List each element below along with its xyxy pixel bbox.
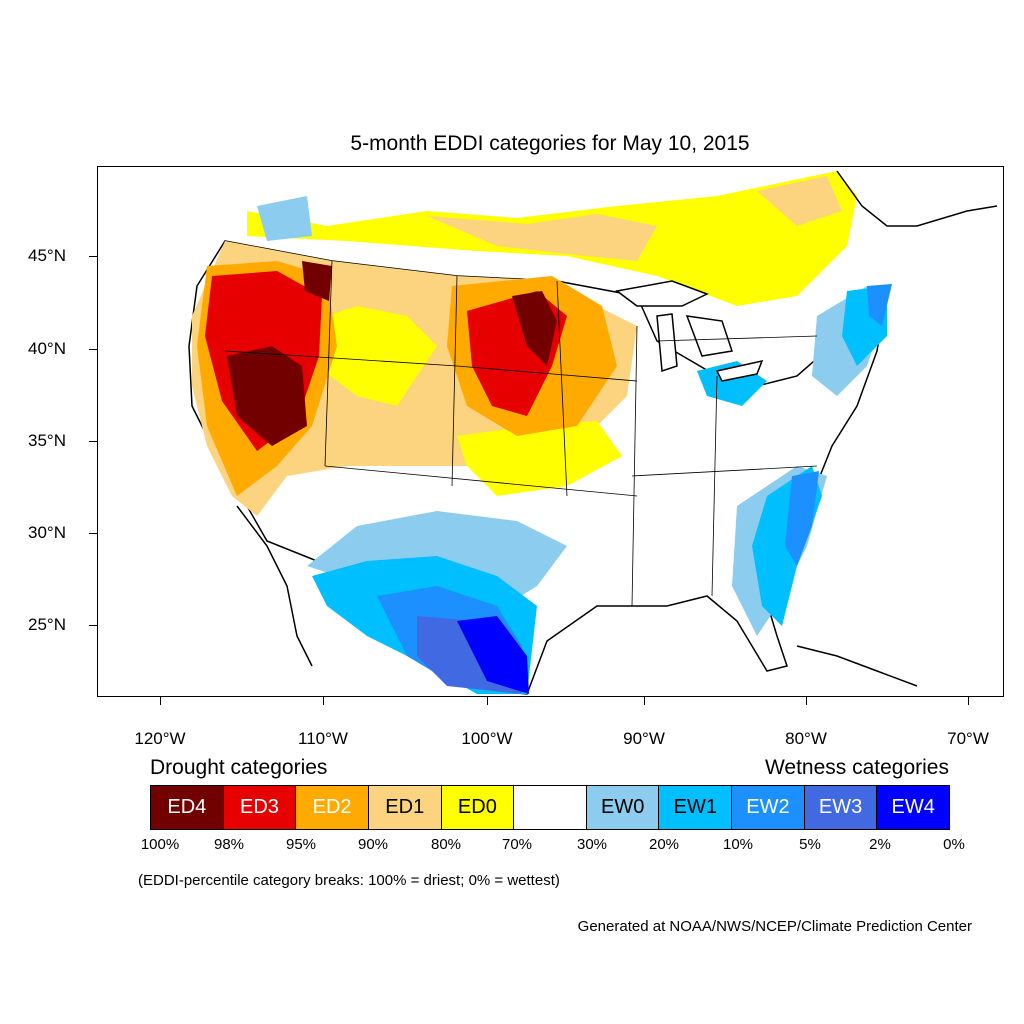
lat-tick-25 [89, 625, 97, 626]
legend-box-ew2: EW2 [732, 786, 805, 829]
lon-label-80: 80°W [785, 729, 827, 748]
southeast-ew2-region [785, 471, 819, 566]
lon-label-100: 100°W [461, 729, 513, 748]
lon-tick-100 [487, 697, 488, 705]
pct-label: 95% [285, 836, 317, 853]
dakota-ed4-patch [512, 291, 557, 366]
pct-label: 5% [799, 836, 821, 853]
legend-box-ed1: ED1 [368, 786, 442, 829]
credit-line: Generated at NOAA/NWS/NCEP/Climate Predi… [577, 918, 972, 935]
pct-label: 80% [430, 836, 462, 853]
pct-label: 98% [213, 836, 245, 853]
northeast-ew2-region [867, 284, 892, 326]
wetness-categories-heading: Wetness categories [764, 756, 949, 779]
pct-label: 100% [140, 836, 180, 853]
south-ew4-region [457, 616, 529, 694]
cuba-coastline [796, 645, 918, 687]
lake-huron [685, 315, 733, 357]
canada-ed1-east [757, 176, 842, 226]
legend-color-bar: ED4 ED3 ED2 ED1 ED0 EW0 EW1 EW2 EW3 EW4 [150, 785, 950, 830]
legend-box-ed2: ED2 [296, 786, 369, 829]
canada-ed1-region [427, 214, 657, 261]
lon-tick-120 [160, 697, 161, 705]
drought-categories-heading: Drought categories [150, 756, 328, 779]
lake-michigan [656, 313, 678, 373]
idaho-ed4-patch [302, 261, 332, 301]
lat-tick-30 [89, 533, 97, 534]
west-ed4-region [227, 346, 307, 446]
state-boundaries [224, 260, 818, 607]
lat-label-30: 30°N [28, 523, 66, 542]
lat-label-25: 25°N [28, 615, 66, 634]
pct-label: 70% [501, 836, 533, 853]
lon-label-90: 90°W [623, 729, 665, 748]
baja-coastline [236, 505, 313, 667]
legend-box-ew0: EW0 [586, 786, 660, 829]
bc-wet-patch [257, 196, 312, 241]
legend-box-ew4: EW4 [877, 786, 950, 829]
lon-tick-110 [323, 697, 324, 705]
legend-box-normal [514, 786, 587, 829]
lat-label-45: 45°N [28, 246, 66, 265]
lake-erie [715, 359, 764, 382]
legend-box-ed0: ED0 [441, 786, 515, 829]
lon-tick-90 [644, 697, 645, 705]
lat-label-35: 35°N [28, 431, 66, 450]
lon-tick-80 [806, 697, 807, 705]
pct-label: 10% [722, 836, 754, 853]
lon-label-110: 110°W [298, 729, 348, 748]
canada-coastline [836, 170, 998, 227]
pct-label: 0% [943, 836, 965, 853]
eddi-map [97, 166, 1004, 697]
pct-label: 2% [869, 836, 891, 853]
legend-box-ew1: EW1 [659, 786, 733, 829]
lon-tick-70 [968, 697, 969, 705]
pct-label: 90% [357, 836, 389, 853]
legend-box-ew3: EW3 [804, 786, 878, 829]
lat-tick-40 [89, 349, 97, 350]
lat-tick-35 [89, 441, 97, 442]
pct-label: 30% [576, 836, 608, 853]
plains-ed0-band [457, 421, 622, 496]
pct-label: 20% [648, 836, 680, 853]
lon-label-70: 70°W [947, 729, 989, 748]
legend-box-ed4: ED4 [151, 786, 224, 829]
lat-label-40: 40°N [28, 339, 66, 358]
lon-label-120: 120°W [134, 729, 186, 748]
category-breaks-note: (EDDI-percentile category breaks: 100% =… [138, 872, 560, 889]
map-title: 5-month EDDI categories for May 10, 2015 [350, 132, 750, 155]
lat-tick-45 [89, 256, 97, 257]
legend-box-ed3: ED3 [223, 786, 297, 829]
lake-superior [615, 280, 709, 307]
